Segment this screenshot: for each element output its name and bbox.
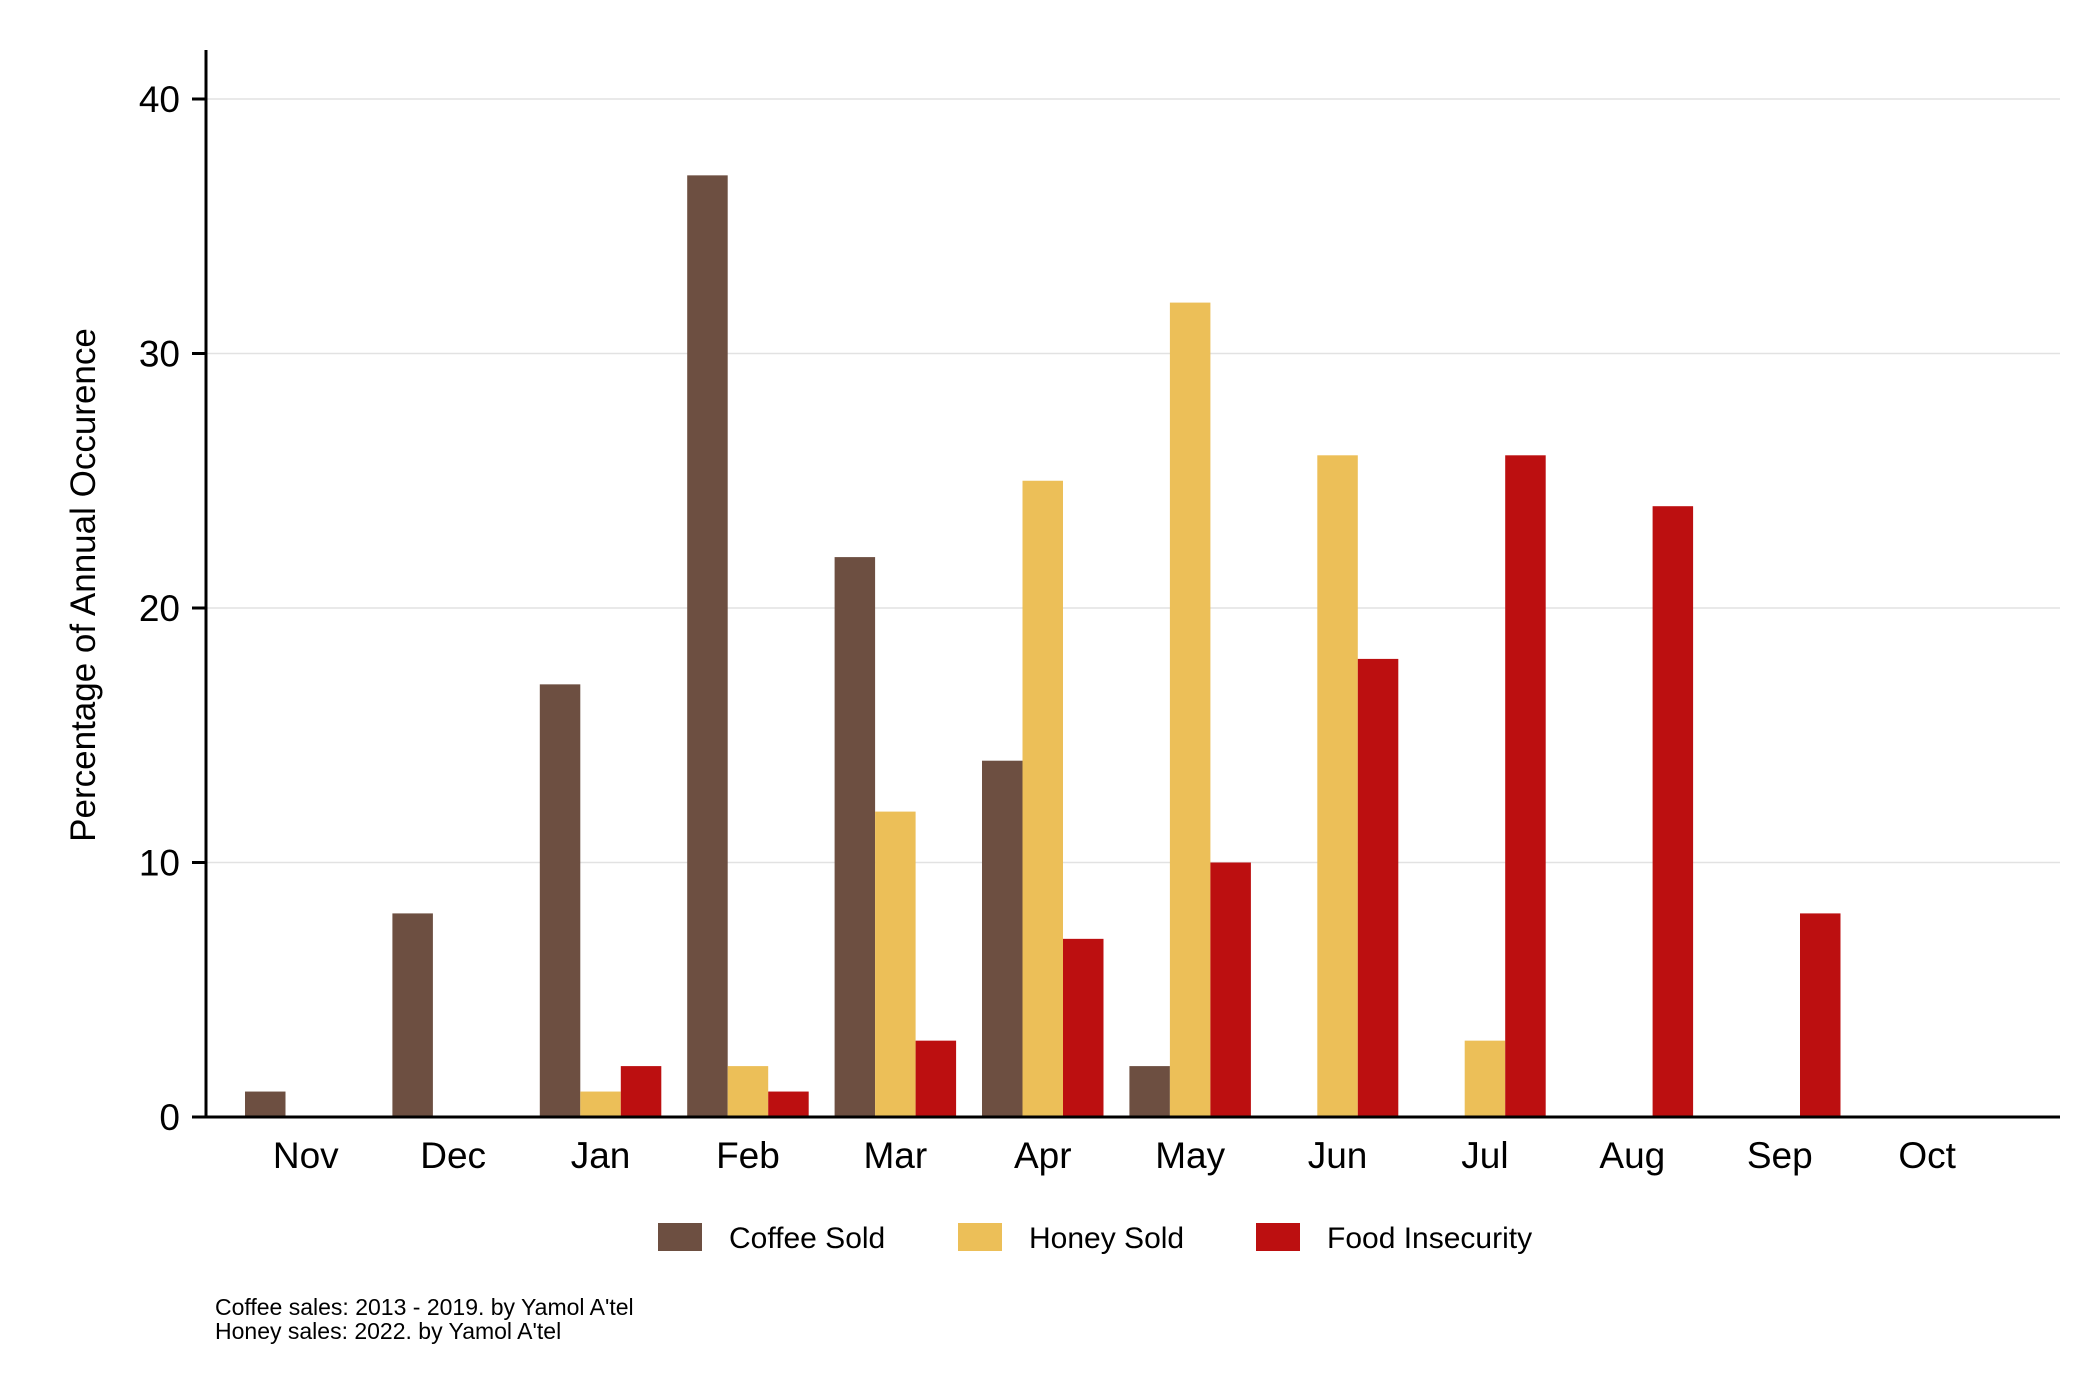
gridlines xyxy=(206,98,2060,864)
y-axis-title: Percentage of Annual Occurence xyxy=(64,328,103,842)
y-tick-label: 40 xyxy=(139,79,180,120)
bar-honey-sold-jul xyxy=(1464,1040,1506,1117)
bar-coffee-sold-feb xyxy=(687,175,728,1118)
source-notes: Coffee sales: 2013 - 2019. by Yamol A'te… xyxy=(215,1294,634,1344)
bar-coffee-sold-nov xyxy=(245,1091,286,1117)
legend-swatch-coffee-sold xyxy=(658,1223,702,1251)
x-tick-label-aug: Aug xyxy=(1599,1135,1665,1176)
bar-food-insecurity-aug xyxy=(1652,506,1694,1117)
y-tick-label: 10 xyxy=(139,843,180,884)
bar-honey-sold-mar xyxy=(875,811,916,1117)
bar-coffee-sold-may xyxy=(1129,1066,1170,1117)
source-note: Coffee sales: 2013 - 2019. by Yamol A'te… xyxy=(215,1294,634,1320)
y-tick-label: 30 xyxy=(139,334,180,375)
legend-label-coffee-sold: Coffee Sold xyxy=(729,1222,885,1255)
x-axis-ticks: Nov Dec Jan Feb Mar Apr May Jun Jul Aug Sep Oct xyxy=(273,1135,1957,1176)
x-tick-label-jul: Jul xyxy=(1461,1135,1508,1176)
legend-label-honey-sold: Honey Sold xyxy=(1029,1222,1184,1255)
x-tick-label-oct: Oct xyxy=(1898,1135,1956,1176)
legend-label-food-insecurity: Food Insecurity xyxy=(1327,1222,1532,1255)
bar-coffee-sold-dec xyxy=(392,913,433,1117)
bar-food-insecurity-feb xyxy=(768,1091,809,1117)
legend-swatch-food-insecurity xyxy=(1256,1223,1300,1251)
bar-honey-sold-apr xyxy=(1022,480,1063,1117)
bar-food-insecurity-mar xyxy=(915,1040,957,1117)
x-tick-label-dec: Dec xyxy=(420,1135,486,1176)
x-tick-label-may: May xyxy=(1155,1135,1225,1176)
legend-swatch-honey-sold xyxy=(958,1223,1002,1251)
bar-honey-sold-jan xyxy=(580,1091,621,1117)
bar-honey-sold-jun xyxy=(1317,455,1358,1117)
x-tick-label-sep: Sep xyxy=(1747,1135,1813,1176)
y-axis-ticks: 0 10 20 30 40 xyxy=(139,79,206,1138)
x-tick-label-jan: Jan xyxy=(571,1135,631,1176)
bar-coffee-sold-jan xyxy=(539,684,581,1117)
legend: Coffee Sold Honey Sold Food Insecurity xyxy=(658,1222,1532,1255)
bar-food-insecurity-jun xyxy=(1357,658,1399,1117)
y-tick-label: 0 xyxy=(159,1097,180,1138)
bar-honey-sold-feb xyxy=(727,1066,769,1117)
bar-coffee-sold-apr xyxy=(982,760,1023,1117)
axes xyxy=(204,50,2060,1119)
bar-food-insecurity-jul xyxy=(1505,455,1546,1117)
bar-food-insecurity-sep xyxy=(1800,913,1841,1117)
bar-food-insecurity-apr xyxy=(1063,938,1104,1117)
bars xyxy=(245,175,1841,1118)
y-tick-label: 20 xyxy=(139,588,180,629)
x-tick-label-mar: Mar xyxy=(863,1135,927,1176)
x-tick-label-apr: Apr xyxy=(1014,1135,1072,1176)
bar-coffee-sold-mar xyxy=(834,557,876,1117)
bar-food-insecurity-jan xyxy=(620,1066,662,1117)
x-tick-label-nov: Nov xyxy=(273,1135,339,1176)
bar-food-insecurity-may xyxy=(1210,862,1251,1117)
x-tick-label-feb: Feb xyxy=(716,1135,780,1176)
bar-honey-sold-may xyxy=(1169,302,1211,1118)
source-note: Honey sales: 2022. by Yamol A'tel xyxy=(215,1318,561,1344)
x-tick-label-jun: Jun xyxy=(1308,1135,1368,1176)
